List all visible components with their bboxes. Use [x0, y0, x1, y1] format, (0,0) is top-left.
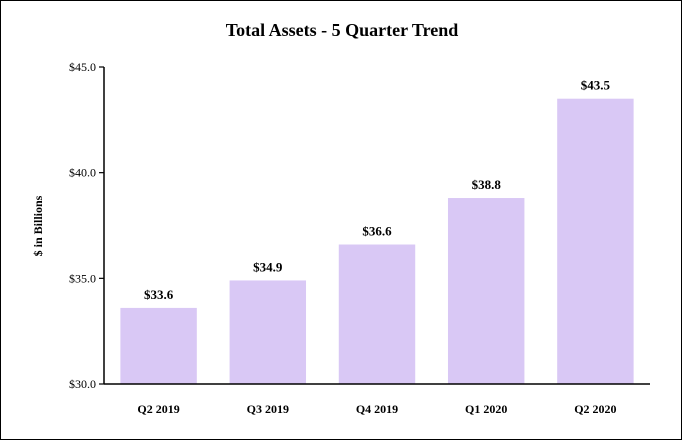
- x-tick-label: Q1 2020: [465, 402, 507, 416]
- x-tick-label: Q3 2019: [247, 402, 289, 416]
- data-label: $33.6: [144, 287, 174, 302]
- y-axis-label: $ in Billions: [31, 195, 45, 256]
- x-tick-label: Q4 2019: [356, 402, 398, 416]
- data-label: $34.9: [253, 259, 283, 274]
- y-tick-label: $40.0: [69, 166, 96, 180]
- axes-group: Q2 2019 Q3 2019 Q4 2019 Q1 2020 Q2 2020 $30.0…: [69, 60, 650, 416]
- bar: [557, 98, 634, 384]
- bar: [447, 198, 525, 384]
- y-tick-label: $45.0: [69, 60, 96, 74]
- bar: [120, 307, 197, 384]
- data-label: $43.5: [581, 78, 611, 93]
- x-tick-label: Q2 2019: [137, 402, 179, 416]
- x-tick-label: Q2 2020: [574, 402, 616, 416]
- chart-title: Total Assets - 5 Quarter Trend: [226, 20, 459, 40]
- bar: [338, 244, 416, 384]
- bar: [229, 280, 307, 384]
- bars-group: $33.6 $34.9 $36.6 $38.8 $43.5: [120, 78, 634, 384]
- data-label: $36.6: [362, 224, 392, 239]
- y-tick-label: $30.0: [69, 377, 96, 391]
- y-tick-label: $35.0: [69, 271, 96, 285]
- data-label: $38.8: [472, 177, 502, 192]
